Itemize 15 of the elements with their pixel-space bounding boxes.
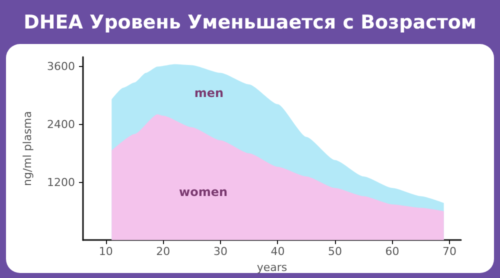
x-tick-label: 60: [385, 245, 400, 258]
y-tick-label: 2400: [47, 118, 75, 131]
y-tick-label: 1200: [47, 176, 75, 189]
x-tick-label: 30: [213, 245, 228, 258]
x-tick-label: 50: [328, 245, 342, 258]
series-label: women: [179, 184, 228, 199]
chart-title: DHEA Уровень Уменьшается с Возрастом: [24, 12, 476, 34]
y-tick-label: 3600: [47, 60, 75, 74]
x-tick-label: 20: [156, 245, 170, 258]
y-axis-title: ng/ml plasma: [21, 111, 34, 186]
x-tick-label: 70: [442, 245, 457, 258]
series-label: men: [194, 86, 224, 100]
x-tick-label: 10: [98, 245, 113, 258]
x-tick-label: 40: [270, 245, 285, 258]
x-axis-title: years: [256, 261, 288, 274]
